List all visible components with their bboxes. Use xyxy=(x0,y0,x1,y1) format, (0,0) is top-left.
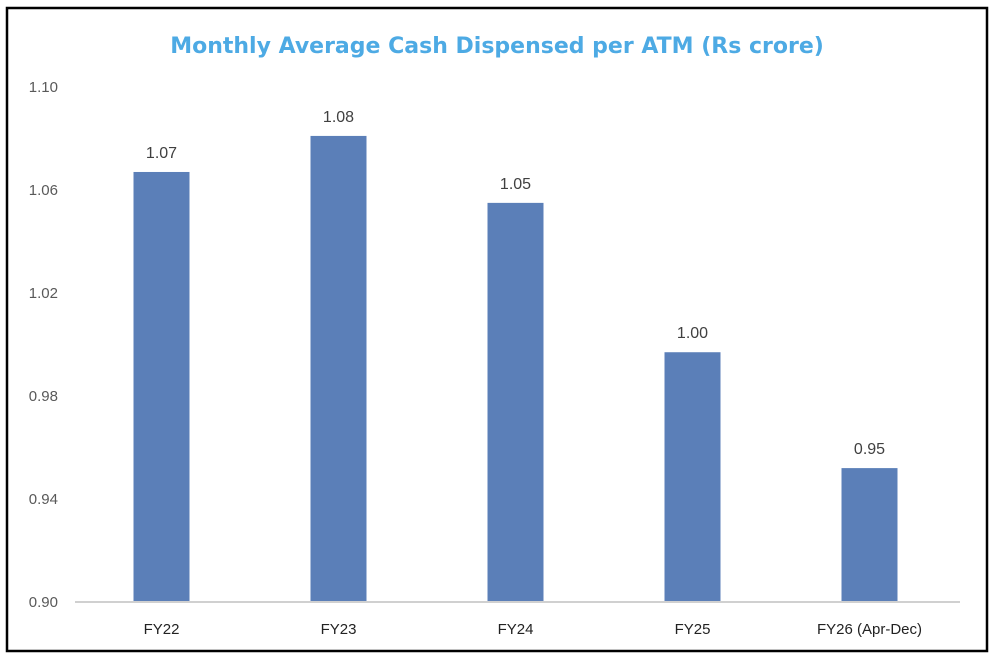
y-tick-label: 1.06 xyxy=(29,182,58,199)
data-label: 1.07 xyxy=(146,145,177,162)
y-tick-label: 0.98 xyxy=(29,388,58,405)
bar-fy22 xyxy=(133,171,190,602)
data-label: 1.05 xyxy=(500,176,531,193)
data-label: 0.95 xyxy=(854,441,885,458)
x-tick-label: FY23 xyxy=(321,621,357,638)
bar-fy26-apr-dec- xyxy=(841,468,898,602)
bar-fy24 xyxy=(487,202,544,602)
x-tick-label: FY22 xyxy=(144,621,180,638)
data-label: 1.08 xyxy=(323,109,354,126)
y-tick-label: 0.90 xyxy=(29,594,58,611)
x-tick-label: FY25 xyxy=(675,621,711,638)
y-tick-label: 1.10 xyxy=(29,79,58,96)
x-tick-label: FY26 (Apr-Dec) xyxy=(817,621,922,638)
y-tick-label: 1.02 xyxy=(29,285,58,302)
bar-fy23 xyxy=(310,135,367,603)
x-tick-label: FY24 xyxy=(498,621,534,638)
chart-title: Monthly Average Cash Dispensed per ATM (… xyxy=(170,34,824,59)
y-tick-label: 0.94 xyxy=(29,491,58,508)
bar-fy25 xyxy=(664,352,721,602)
data-label: 1.00 xyxy=(677,325,708,342)
